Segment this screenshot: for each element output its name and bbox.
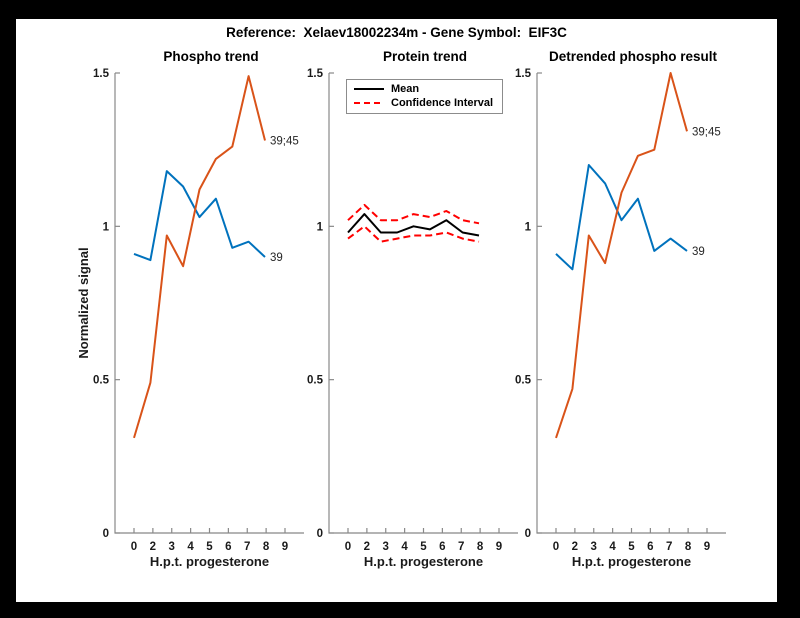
series-39 [556,165,687,269]
subplot-3: 0 0.5 1 1.5 0 2 3456 7 89 39 39;45 [515,68,726,553]
x-tick-label: 2 [364,541,370,553]
x-tick-label: 9 [282,541,288,553]
x-tick-label: 5 [206,541,213,553]
y-tick-label: 1.5 [93,68,110,80]
legend-item-confidence-interval: Confidence Interval [354,97,493,109]
y-tick-label: 0 [317,528,323,540]
x-tick-label: 8 [263,541,270,553]
subplot-2: 0 0.5 1 1.5 0 2 3456 7 89 [307,68,518,553]
x-tick-label: 0 [553,541,559,553]
subplot-1: 0 0.5 1 1.5 0 2 3456 7 89 39 39;45 [93,68,304,553]
figure-frame: Reference: Xelaev18002234m - Gene Symbol… [0,0,800,618]
x-tick-label: 8 [685,541,692,553]
x-tick-label: 6 [439,541,445,553]
y-tick-label: 1 [525,221,532,233]
x-tick-label: 5 [628,541,635,553]
x-tick-label: 0 [345,541,351,553]
x-tick-label: 6 [225,541,231,553]
series-39-45 [134,76,265,438]
y-tick-label: 0 [525,528,531,540]
y-tick-label: 0.5 [307,375,324,387]
mean-line-sample-icon [354,87,384,91]
series-end-label: 39 [692,246,705,258]
y-tick-label: 1.5 [515,68,532,80]
y-tick-label: 1.5 [307,68,324,80]
series-end-label: 39;45 [692,126,721,138]
x-tick-label: 5 [420,541,427,553]
series-39 [134,171,265,260]
y-tick-label: 1 [103,221,110,233]
series-confidence-interval-lower [348,226,479,241]
x-tick-label: 3 [383,541,389,553]
y-tick-label: 0 [103,528,109,540]
confidence-interval-line-sample-icon [354,101,384,105]
x-tick-label: 4 [609,541,616,553]
y-tick-label: 0.5 [93,375,110,387]
series-confidence-interval-upper [348,205,479,223]
legend: Mean Confidence Interval [346,79,503,114]
x-tick-label: 8 [477,541,484,553]
series-end-label: 39;45 [270,135,299,147]
y-tick-label: 1 [317,221,324,233]
series-end-label: 39 [270,252,283,264]
legend-item-mean: Mean [354,83,493,95]
x-tick-label: 0 [131,541,137,553]
x-tick-label: 6 [647,541,653,553]
x-tick-label: 4 [187,541,194,553]
x-tick-label: 3 [169,541,175,553]
x-tick-label: 3 [591,541,597,553]
series-39-45 [556,73,687,438]
axis-spines [537,73,726,533]
legend-label-mean: Mean [391,83,419,95]
x-tick-label: 9 [704,541,710,553]
x-tick-label: 2 [572,541,578,553]
axis-spines [329,73,518,533]
x-tick-label: 7 [666,541,672,553]
legend-label-confidence-interval: Confidence Interval [391,97,493,109]
x-tick-label: 9 [496,541,502,553]
figure-canvas: Reference: Xelaev18002234m - Gene Symbol… [16,19,777,602]
x-tick-label: 2 [150,541,156,553]
x-tick-label: 7 [244,541,250,553]
x-tick-label: 7 [458,541,464,553]
y-tick-label: 0.5 [515,375,532,387]
x-tick-label: 4 [401,541,408,553]
